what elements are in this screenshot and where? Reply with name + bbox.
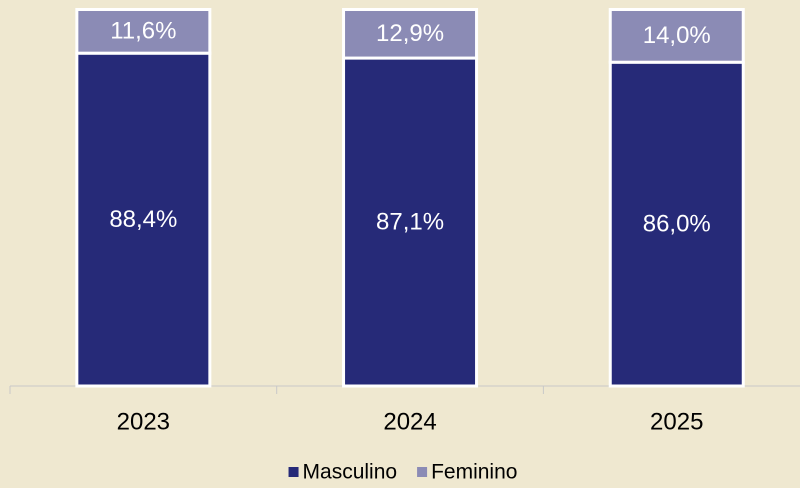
bar-segment <box>342 56 479 388</box>
data-label: 88,4% <box>109 206 177 233</box>
legend-marker <box>288 467 299 477</box>
x-tick-label: 2024 <box>383 408 436 435</box>
bar-segment <box>75 51 212 388</box>
bar-segment <box>75 8 212 55</box>
legend: Masculino Feminino <box>288 461 517 484</box>
x-tick-label: 2025 <box>650 408 703 435</box>
legend-label: Feminino <box>431 461 517 484</box>
x-tick-label: 2023 <box>117 408 170 435</box>
legend-label: Masculino <box>303 461 398 484</box>
data-label: 12,9% <box>376 20 444 47</box>
bar-segment <box>342 8 479 60</box>
data-label: 11,6% <box>110 18 176 45</box>
bar-segment <box>608 8 745 64</box>
data-label: 14,0% <box>643 22 711 49</box>
data-label: 87,1% <box>376 208 444 235</box>
data-label: 86,0% <box>643 210 711 237</box>
legend-marker <box>417 467 428 477</box>
bar-segment <box>608 60 745 388</box>
